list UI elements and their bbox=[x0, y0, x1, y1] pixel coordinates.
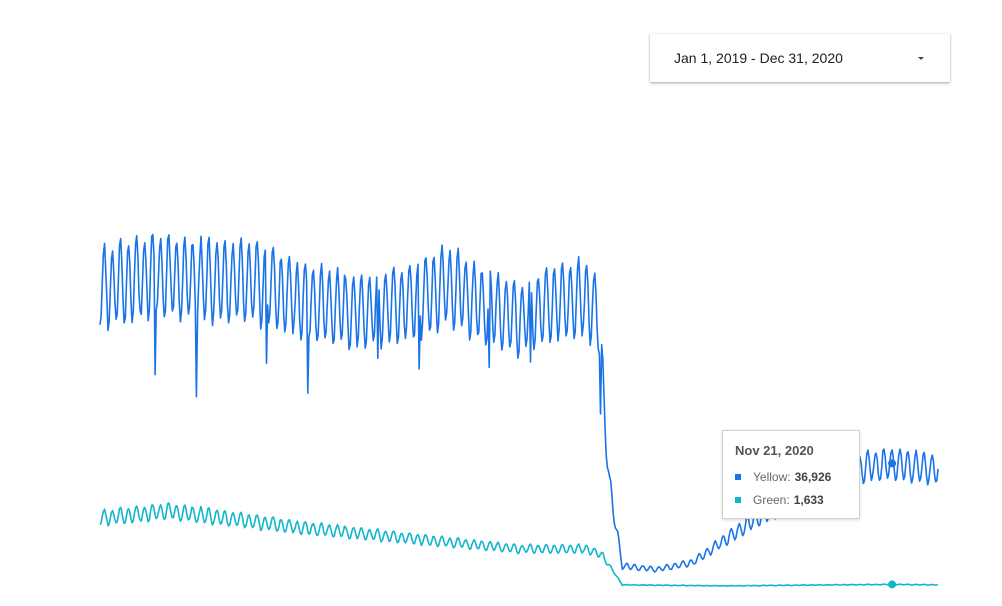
hover-marker-yellow bbox=[888, 459, 897, 468]
green-swatch-icon bbox=[735, 497, 741, 503]
series-line-green bbox=[99, 502, 939, 587]
tooltip-yellow-value: 36,926 bbox=[794, 470, 832, 484]
tooltip-green-label: Green: bbox=[753, 493, 790, 507]
hover-marker-green bbox=[888, 580, 897, 589]
chart-tooltip: Nov 21, 2020 Yellow: 36,926 Green: 1,633 bbox=[722, 430, 860, 519]
date-range-label: Jan 1, 2019 - Dec 31, 2020 bbox=[674, 50, 843, 66]
date-range-picker[interactable]: Jan 1, 2019 - Dec 31, 2020 bbox=[650, 34, 950, 82]
tooltip-row-yellow: Yellow: 36,926 bbox=[735, 470, 847, 484]
tooltip-row-green: Green: 1,633 bbox=[735, 493, 847, 507]
series-line-yellow bbox=[99, 233, 939, 573]
tooltip-green-value: 1,633 bbox=[793, 493, 824, 507]
yellow-swatch-icon bbox=[735, 474, 741, 480]
tooltip-yellow-label: Yellow: bbox=[753, 470, 791, 484]
tooltip-date: Nov 21, 2020 bbox=[735, 443, 814, 458]
dropdown-caret-icon bbox=[918, 56, 924, 60]
